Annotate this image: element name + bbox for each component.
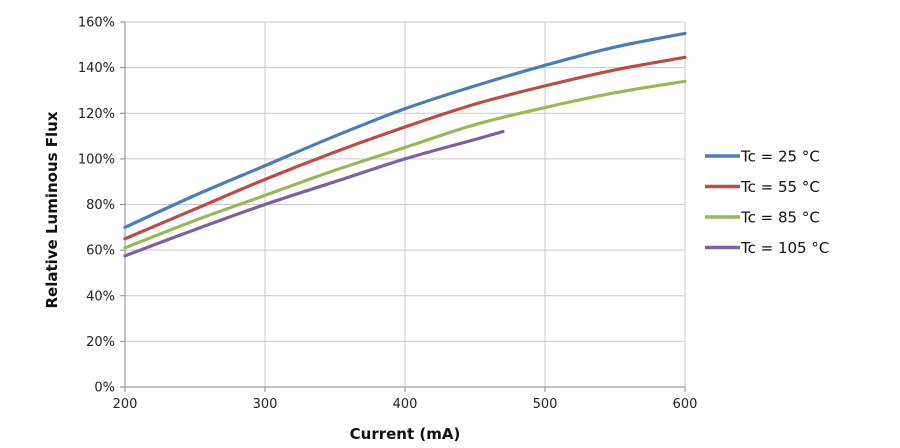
x-tick-label: 400 [393,397,418,412]
x-tick-label: 600 [673,397,698,412]
x-axis-tick-labels: 200 300 400 500 600 [113,397,698,412]
legend: Tc = 25 °C Tc = 55 °C Tc = 85 °C Tc = 105 °… [705,148,829,257]
y-tick-label: 80% [86,198,115,213]
x-tick-label: 200 [113,397,138,412]
y-tick-label: 140% [78,61,115,76]
y-tick-label: 100% [78,152,115,167]
y-tick-label: 160% [78,16,115,31]
y-tick-label: 40% [86,289,115,304]
series-line-2 [123,79,687,250]
series-lines [123,31,687,258]
legend-label: Tc = 55 °C [740,178,820,196]
y-tick-label: 20% [86,335,115,350]
series-line-1 [123,55,687,241]
y-axis-tick-labels: 0% 20% 40% 60% 80% 100% 120% 140% 160% [78,16,115,396]
series-line-3 [123,129,505,258]
x-tick-label: 300 [253,397,278,412]
x-axis-title: Current (mA) [350,425,461,443]
x-tick-label: 500 [533,397,558,412]
legend-label: Tc = 25 °C [740,148,820,166]
y-tick-label: 0% [94,381,115,396]
series-line-0 [123,31,687,229]
y-axis-title: Relative Luminous Flux [43,111,61,308]
legend-label: Tc = 85 °C [740,209,820,227]
y-tick-label: 120% [78,107,115,122]
axes [120,21,686,392]
legend-label: Tc = 105 °C [740,239,829,257]
y-tick-label: 60% [86,244,115,259]
